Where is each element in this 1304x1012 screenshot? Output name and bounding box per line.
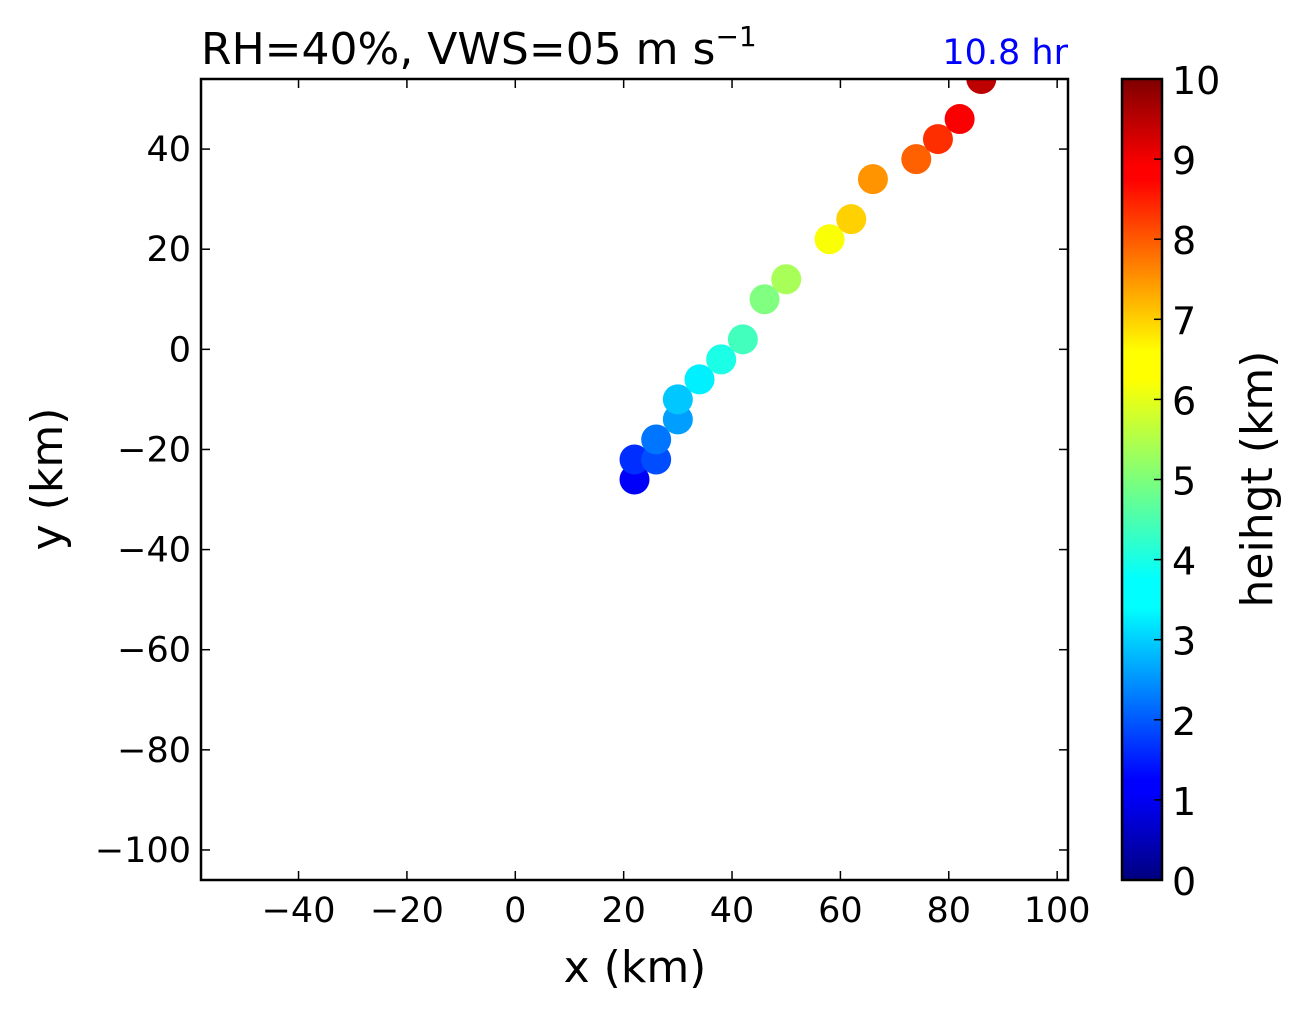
colorbar-tick-label: 3 <box>1172 620 1196 664</box>
scatter-point-7 <box>706 344 737 375</box>
x-tick-label: 60 <box>818 891 863 931</box>
scatter-point-15 <box>922 124 953 155</box>
scatter-point-17 <box>966 79 997 94</box>
colorbar-ticks: 0 1 2 3 4 5 6 7 8 9 10 <box>1154 59 1220 904</box>
colorbar-tick-label: 8 <box>1172 219 1196 263</box>
x-tick-label: −40 <box>262 891 336 931</box>
colorbar-tick-label: 7 <box>1172 299 1196 343</box>
colorbar-tick-label: 4 <box>1172 540 1196 584</box>
y-tick-label: 0 <box>169 330 191 370</box>
scatter-point-8 <box>727 324 758 355</box>
time-label: 10.8 hr <box>942 33 1068 73</box>
scatter-point-5 <box>662 384 693 415</box>
y-axis-label: y (km) <box>22 408 73 551</box>
y-tick-label: −60 <box>117 631 191 671</box>
y-axis-ticks: −100 −80 −60 −40 −20 0 20 40 <box>95 130 1068 871</box>
colorbar-tick-label: 10 <box>1172 59 1220 103</box>
y-tick-label: 40 <box>146 130 191 170</box>
x-tick-label: −20 <box>370 891 444 931</box>
scatter-point-3 <box>641 424 672 455</box>
scatter-point-10 <box>771 264 802 295</box>
y-tick-label: −40 <box>117 531 191 571</box>
colorbar-tick-label: 1 <box>1172 780 1196 824</box>
scatter-points <box>619 79 997 495</box>
x-tick-label: 100 <box>1024 891 1091 931</box>
plot-area: −40 −20 0 20 40 60 80 100 −100 −80 −60 −40 −20 0 20 40 <box>95 77 1091 931</box>
scatter-point-6 <box>684 364 715 395</box>
scatter-point-1 <box>619 444 650 475</box>
chart-title: RH=40%, VWS=05 m s−1 <box>201 20 757 75</box>
colorbar-tick-label: 2 <box>1172 700 1196 744</box>
scatter-point-12 <box>836 204 867 235</box>
y-tick-label: −80 <box>117 731 191 771</box>
y-tick-label: −20 <box>117 430 191 470</box>
title-superscript: −1 <box>715 20 756 53</box>
x-axis-label: x (km) <box>564 942 707 993</box>
x-tick-label: 80 <box>927 891 972 931</box>
scatter-point-14 <box>901 144 932 175</box>
scatter-point-16 <box>944 104 975 135</box>
colorbar-tick-label: 9 <box>1172 139 1196 183</box>
x-axis-ticks: −40 −20 0 20 40 60 80 100 <box>262 79 1091 931</box>
x-tick-label: 20 <box>601 891 646 931</box>
colorbar-tick-label: 5 <box>1172 460 1196 504</box>
y-tick-label: 20 <box>146 230 191 270</box>
scatter-point-9 <box>749 284 780 315</box>
colorbar-label: heihgt (km) <box>1232 351 1283 608</box>
scatter-point-13 <box>857 164 888 195</box>
colorbar-tick-label: 0 <box>1172 860 1196 904</box>
y-tick-label: −100 <box>95 831 191 871</box>
colorbar: 0 1 2 3 4 5 6 7 8 9 10 heihgt (km) <box>1120 59 1283 904</box>
x-tick-label: 0 <box>504 891 526 931</box>
plot-frame <box>199 77 1070 882</box>
x-tick-label: 40 <box>710 891 755 931</box>
colorbar-tick-label: 6 <box>1172 379 1196 423</box>
scatter-point-11 <box>814 224 845 255</box>
